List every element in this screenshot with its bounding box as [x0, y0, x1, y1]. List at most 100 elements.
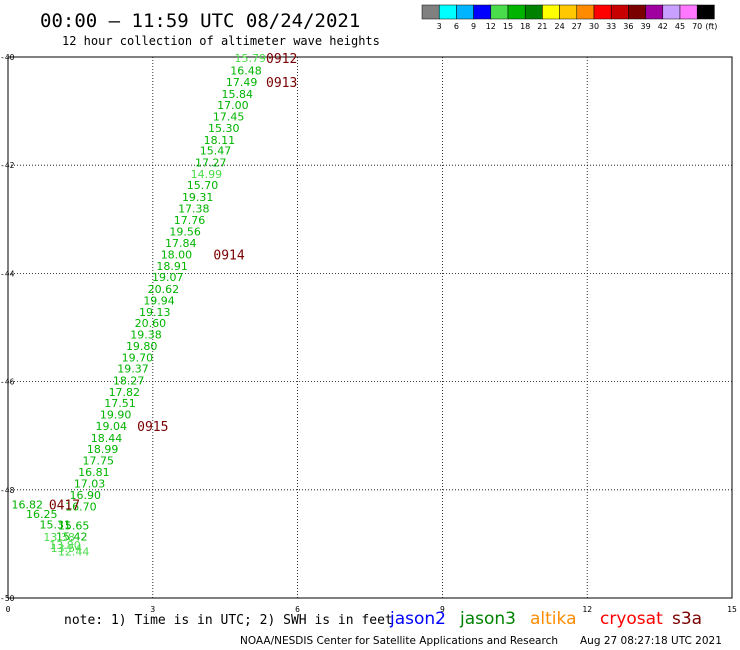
- color-scale-label: 3: [437, 22, 442, 31]
- color-swatch: [628, 4, 646, 20]
- y-tick-label: -40: [0, 53, 15, 62]
- x-tick-label: 6: [295, 605, 300, 614]
- wave-height-point: 19.94: [143, 294, 175, 307]
- wave-height-point: 15.42: [56, 530, 88, 543]
- wave-height-point: 13.54: [51, 542, 83, 555]
- satellite-label: jason2: [389, 609, 446, 629]
- footer-credit: NOAA/NESDIS Center for Satellite Applica…: [240, 635, 558, 647]
- color-swatch: [610, 4, 629, 20]
- wave-height-point: 19.70: [122, 351, 154, 364]
- color-swatch: [645, 4, 664, 20]
- time-marker: 0912: [266, 52, 297, 67]
- color-scale-label: 39: [641, 22, 651, 31]
- wave-height-point: 15.65: [58, 520, 90, 533]
- wave-height-point: 19.07: [152, 271, 184, 284]
- time-marker: 0914: [213, 248, 244, 263]
- color-scale-label: 70: [692, 22, 702, 31]
- color-swatch: [421, 4, 440, 20]
- wave-height-point: 13.38: [43, 531, 75, 544]
- wave-height-point: 20.62: [148, 283, 180, 296]
- wave-height-point: 18.27: [113, 375, 145, 388]
- color-swatch: [662, 4, 681, 20]
- grid-lines: [8, 57, 732, 598]
- wave-height-point: 15.47: [200, 145, 232, 158]
- wave-height-point: 17.82: [109, 386, 141, 399]
- color-swatch: [507, 4, 526, 20]
- wave-height-point: 13.80: [49, 539, 81, 552]
- wave-height-point: 15.79: [235, 52, 267, 65]
- y-tick-label: -42: [0, 161, 15, 170]
- color-swatch: [542, 4, 560, 20]
- color-scale-label: 27: [572, 22, 582, 31]
- color-scale-legend: 3 6 9 12 15 18 21 24 27 30 33 36 39 42 45 70 (ft): [421, 4, 717, 31]
- data-points: 15.7916.4817.4915.8417.0017.4515.3018.11…: [12, 52, 266, 558]
- wave-height-point: 16.81: [78, 466, 110, 479]
- color-swatch: [490, 4, 509, 20]
- color-scale-label: 15: [503, 22, 513, 31]
- wave-height-point: 17.27: [195, 156, 227, 169]
- x-tick-label: 0: [6, 605, 11, 614]
- footer-timestamp: Aug 27 08:27:18 UTC 2021: [580, 635, 722, 647]
- color-scale-label: 36: [623, 22, 633, 31]
- wave-height-point: 15.31: [40, 518, 72, 531]
- color-scale-label: 18: [520, 22, 530, 31]
- wave-height-point: 17.49: [226, 76, 258, 89]
- wave-height-point: 16.70: [65, 501, 97, 514]
- wave-height-point: 12.44: [58, 545, 90, 558]
- wave-height-point: 19.80: [126, 340, 158, 353]
- wave-height-point: 20.60: [135, 317, 167, 330]
- satellite-label: cryosat: [600, 609, 663, 629]
- color-scale-label: 12: [486, 22, 496, 31]
- wave-height-point: 19.31: [182, 191, 214, 204]
- color-scale-label: 42: [658, 22, 668, 31]
- wave-height-point: 17.75: [83, 455, 115, 468]
- wave-height-point: 18.11: [204, 134, 236, 147]
- color-swatch: [679, 4, 698, 20]
- color-scale-unit: (ft): [705, 22, 717, 31]
- wave-height-point: 19.56: [169, 226, 201, 239]
- time-markers: 0912 0913 0914 0915 0417: [49, 52, 298, 513]
- color-scale-label: 24: [555, 22, 565, 31]
- wave-height-point: 15.70: [187, 179, 219, 192]
- color-scale-label: 33: [606, 22, 616, 31]
- wave-height-point: 19.13: [139, 306, 171, 319]
- wave-height-point: 17.00: [217, 99, 249, 112]
- wave-height-point: 18.00: [161, 248, 193, 261]
- y-tick-label: -44: [0, 269, 15, 278]
- wave-height-point: 16.48: [230, 65, 262, 78]
- satellite-label: s3a: [672, 609, 702, 629]
- time-marker: 0913: [266, 76, 297, 91]
- color-swatch: [456, 4, 474, 20]
- color-swatch: [593, 4, 612, 20]
- color-swatch: [696, 4, 715, 20]
- wave-height-point: 17.76: [174, 214, 206, 227]
- wave-height-point: 17.03: [74, 477, 106, 490]
- wave-height-point: 15.84: [222, 88, 254, 101]
- y-tick-label: -48: [0, 486, 15, 495]
- wave-height-point: 17.84: [165, 237, 197, 250]
- wave-height-point: 16.82: [12, 498, 44, 511]
- wave-height-point: 17.38: [178, 202, 210, 215]
- color-scale-label: 21: [537, 22, 547, 31]
- wave-height-point: 15.30: [208, 122, 240, 135]
- color-swatch: [438, 4, 457, 20]
- satellite-label: jason3: [459, 609, 516, 629]
- wave-height-point: 19.04: [96, 420, 128, 433]
- satellite-legend: jason2 jason3 altika cryosat s3a: [389, 609, 702, 629]
- plot-area: [7, 56, 733, 599]
- wave-height-point: 19.90: [100, 409, 132, 422]
- plot-border: [7, 56, 733, 599]
- wave-height-point: 18.44: [91, 432, 123, 445]
- wave-height-point: 16.90: [69, 489, 101, 502]
- color-scale-label: 30: [589, 22, 599, 31]
- wave-height-point: 17.51: [104, 397, 136, 410]
- color-swatch: [559, 4, 578, 20]
- color-swatch: [576, 4, 595, 20]
- color-scale-label: 45: [675, 22, 685, 31]
- axis-tick-labels: 0 3 6 9 12 15 -50 -48 -46 -44 -42 -40: [0, 53, 737, 614]
- color-swatch: [473, 4, 492, 20]
- time-marker: 0915: [137, 420, 168, 435]
- wave-height-point: 14.99: [191, 168, 223, 181]
- y-tick-label: -50: [0, 594, 15, 603]
- satellite-label: altika: [530, 609, 577, 629]
